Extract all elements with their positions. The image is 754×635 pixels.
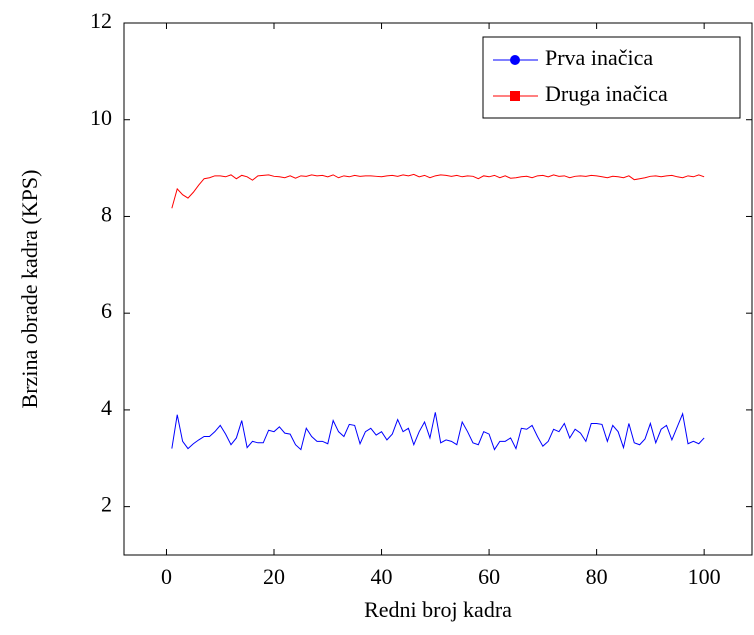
x-tick-label: 60 <box>478 564 500 589</box>
plot-frame <box>123 22 753 556</box>
series-line <box>171 412 705 451</box>
x-tick-label: 100 <box>688 564 721 589</box>
legend-box <box>482 36 741 119</box>
legend-label: Druga inačica <box>545 81 668 106</box>
x-tick-label: 20 <box>263 564 285 589</box>
y-tick-label: 6 <box>101 298 112 323</box>
y-tick-label: 12 <box>90 8 112 33</box>
y-tick-label: 2 <box>101 492 112 517</box>
y-axis-label: Brzina obrade kadra (KPS) <box>17 170 42 409</box>
y-tick-label: 10 <box>90 105 112 130</box>
x-tick-label: 80 <box>586 564 608 589</box>
y-tick-label: 8 <box>101 202 112 227</box>
series-line <box>171 173 705 209</box>
legend-marker <box>510 55 520 65</box>
x-axis-label: Redni broj kadra <box>364 597 512 622</box>
x-tick-label: 40 <box>371 564 393 589</box>
x-tick-label: 0 <box>161 564 172 589</box>
y-tick-label: 4 <box>101 395 112 420</box>
legend-label: Prva inačica <box>545 45 653 70</box>
legend-marker <box>510 91 520 101</box>
